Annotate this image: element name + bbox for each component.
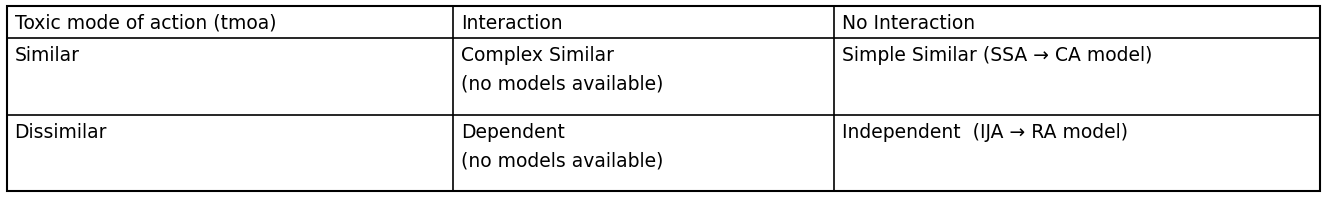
Text: Similar: Similar xyxy=(15,46,80,65)
Text: Dependent
(no models available): Dependent (no models available) xyxy=(462,123,664,170)
Text: Independent  (IJA → RA model): Independent (IJA → RA model) xyxy=(843,123,1128,142)
Text: Toxic mode of action (tmoa): Toxic mode of action (tmoa) xyxy=(15,14,276,33)
Text: Simple Similar (SSA → CA model): Simple Similar (SSA → CA model) xyxy=(843,46,1153,65)
Text: Dissimilar: Dissimilar xyxy=(15,123,107,142)
Text: Complex Similar
(no models available): Complex Similar (no models available) xyxy=(462,46,664,93)
Text: Interaction: Interaction xyxy=(462,14,563,33)
Text: No Interaction: No Interaction xyxy=(843,14,975,33)
